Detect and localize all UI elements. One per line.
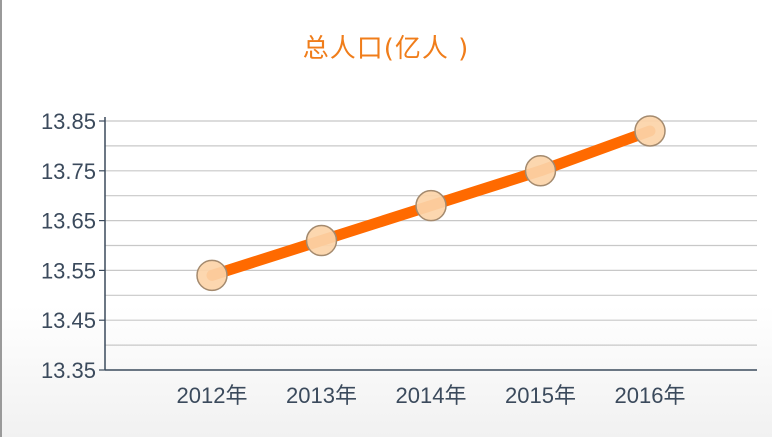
- y-tick-label: 13.85: [41, 109, 96, 134]
- y-tick-label: 13.65: [41, 209, 96, 234]
- gridlines: [105, 120, 757, 346]
- frame-left-border: [0, 0, 2, 437]
- data-point: [524, 155, 557, 187]
- y-tick-label: 13.45: [41, 308, 96, 333]
- y-tick-label: 13.75: [41, 159, 96, 184]
- series-population: [196, 115, 666, 292]
- y-tick-label: 13.55: [41, 258, 96, 283]
- x-tick-label: 2013年: [286, 383, 357, 408]
- x-tick-labels: 2012年 2013年 2014年 2015年 2016年: [177, 383, 686, 408]
- y-tick-labels: 13.35 13.45 13.55 13.65 13.75 13.85: [41, 109, 96, 383]
- x-tick-label: 2015年: [505, 383, 576, 408]
- data-point: [305, 224, 338, 257]
- x-tick-label: 2014年: [396, 383, 467, 408]
- data-point: [634, 115, 666, 147]
- x-tick-label: 2016年: [615, 383, 686, 408]
- data-point: [196, 259, 228, 292]
- axes: [99, 117, 757, 371]
- x-tick-label: 2012年: [177, 383, 248, 408]
- chart-title: 总人口(亿人 ): [302, 34, 470, 64]
- y-tick-label: 13.35: [41, 358, 96, 383]
- data-point: [415, 189, 447, 222]
